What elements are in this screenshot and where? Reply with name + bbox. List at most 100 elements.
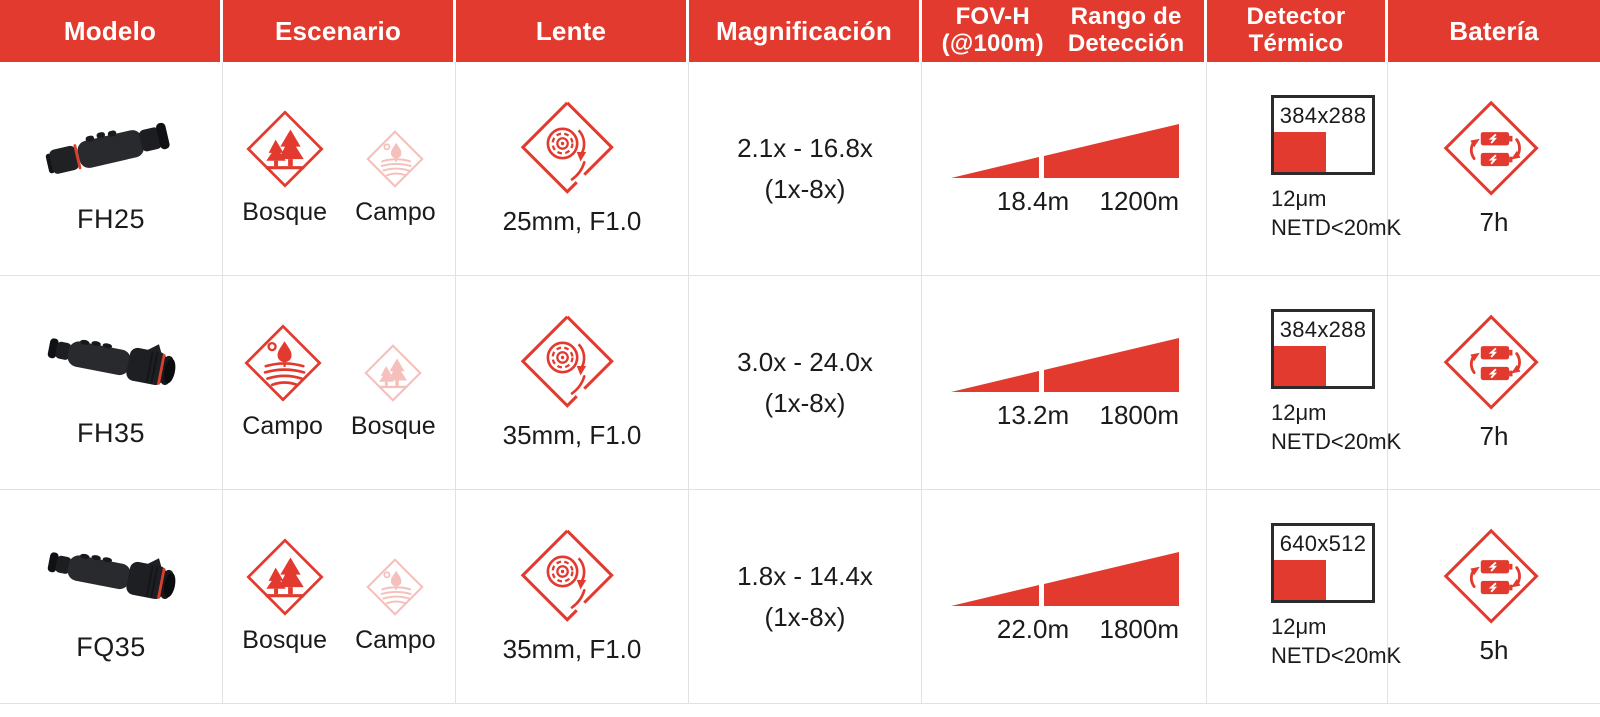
field-icon bbox=[367, 130, 424, 188]
magnification-range: 2.1x - 16.8x bbox=[737, 133, 873, 164]
field-icon bbox=[367, 558, 424, 616]
battery-cell: 5h bbox=[1388, 490, 1600, 703]
header-lente: Lente bbox=[456, 0, 689, 62]
scene-item: Bosque bbox=[351, 344, 436, 441]
table-row: FH35 Campo Bosque 35mm, F1.0 3.0x - 24.0… bbox=[0, 276, 1600, 490]
magnification-range: 1.8x - 14.4x bbox=[737, 561, 873, 592]
detection-range-value: 1200m bbox=[1099, 185, 1180, 216]
swappable-battery-icon bbox=[1444, 315, 1539, 410]
scenario-cell: Bosque Campo bbox=[223, 490, 456, 703]
field-icon bbox=[244, 324, 321, 402]
battery-cell: 7h bbox=[1388, 62, 1600, 275]
model-cell: FH35 bbox=[0, 276, 223, 489]
magnification-base: (1x-8x) bbox=[764, 387, 846, 418]
scene-label: Campo bbox=[355, 626, 436, 654]
scene-label: Bosque bbox=[242, 198, 328, 226]
table-header-row: Modelo Escenario Lente Magnificación FOV… bbox=[0, 0, 1600, 62]
detector-cell: 384x288 12μm NETD<20mK bbox=[1207, 276, 1401, 489]
model-name: FH35 bbox=[76, 418, 146, 448]
header-magnificacion: Magnificación bbox=[689, 0, 922, 62]
header-escenario: Escenario bbox=[223, 0, 456, 62]
scene-item: Bosque bbox=[242, 538, 327, 655]
thermal-monocular-image bbox=[44, 536, 181, 604]
lens-zoom-icon bbox=[521, 315, 614, 408]
fov-value: 18.4m bbox=[996, 185, 1070, 216]
fov-value: 13.2m bbox=[996, 399, 1070, 430]
header-modelo: Modelo bbox=[0, 0, 223, 62]
netd-value: NETD<20mK bbox=[1271, 215, 1402, 240]
detector-fill-square bbox=[1274, 345, 1326, 386]
detector-resolution: 384x288 bbox=[1279, 102, 1367, 128]
forest-icon bbox=[246, 110, 323, 188]
detector-cell: 640x512 12μm NETD<20mK bbox=[1207, 490, 1401, 703]
detector-box: 640x512 bbox=[1271, 522, 1375, 603]
magnification-cell: 3.0x - 24.0x (1x-8x) bbox=[689, 276, 922, 489]
header-fov: FOV-H (@100m) bbox=[941, 3, 1044, 57]
pixel-pitch: 12μm bbox=[1271, 399, 1327, 425]
detection-range-value: 1800m bbox=[1099, 613, 1180, 644]
scene-item: Campo bbox=[355, 130, 436, 227]
header-rango-deteccion: Rango de Detección bbox=[1067, 3, 1185, 57]
detector-box: 384x288 bbox=[1271, 308, 1375, 389]
fov-triangle bbox=[951, 123, 1179, 178]
magnification-cell: 2.1x - 16.8x (1x-8x) bbox=[689, 62, 922, 275]
fov-range-cell: 22.0m 1800m bbox=[922, 490, 1207, 703]
header-detector-termico: Detector Térmico bbox=[1207, 0, 1388, 62]
lens-zoom-icon bbox=[521, 529, 614, 622]
forest-icon bbox=[246, 538, 323, 616]
battery-life: 5h bbox=[1479, 635, 1509, 665]
detection-range-value: 1800m bbox=[1099, 399, 1180, 430]
detector-resolution: 640x512 bbox=[1279, 530, 1367, 556]
magnification-range: 3.0x - 24.0x bbox=[737, 347, 873, 378]
detector-resolution: 384x288 bbox=[1279, 316, 1367, 342]
battery-life: 7h bbox=[1479, 207, 1509, 237]
magnification-base: (1x-8x) bbox=[764, 601, 846, 632]
model-cell: FH25 bbox=[0, 62, 223, 275]
lens-cell: 35mm, F1.0 bbox=[456, 490, 689, 703]
lens-cell: 25mm, F1.0 bbox=[456, 62, 689, 275]
pixel-pitch: 12μm bbox=[1271, 613, 1327, 639]
lens-cell: 35mm, F1.0 bbox=[456, 276, 689, 489]
swappable-battery-icon bbox=[1444, 529, 1539, 624]
model-cell: FQ35 bbox=[0, 490, 223, 703]
table-row: FQ35 Bosque Campo 35mm, F1.0 1.8x - 14.4… bbox=[0, 490, 1600, 704]
pixel-pitch: 12μm bbox=[1271, 185, 1327, 211]
scene-item: Bosque bbox=[242, 110, 327, 227]
header-bateria: Batería bbox=[1388, 0, 1600, 62]
fov-triangle bbox=[951, 337, 1179, 392]
battery-cell: 7h bbox=[1388, 276, 1600, 489]
thermal-monocular-image bbox=[43, 117, 171, 178]
scenario-cell: Campo Bosque bbox=[223, 276, 456, 489]
lens-spec: 35mm, F1.0 bbox=[502, 420, 642, 450]
forest-icon bbox=[364, 344, 422, 402]
fov-value: 22.0m bbox=[996, 613, 1070, 644]
scene-item: Campo bbox=[242, 324, 323, 441]
magnification-base: (1x-8x) bbox=[764, 173, 846, 204]
scenario-cell: Bosque Campo bbox=[223, 62, 456, 275]
fov-triangle bbox=[951, 551, 1179, 606]
fov-range-cell: 13.2m 1800m bbox=[922, 276, 1207, 489]
detector-box: 384x288 bbox=[1271, 94, 1375, 175]
model-name: FQ35 bbox=[76, 632, 146, 662]
model-name: FH25 bbox=[76, 204, 146, 234]
battery-life: 7h bbox=[1479, 421, 1509, 451]
scene-label: Campo bbox=[355, 198, 436, 226]
lens-spec: 25mm, F1.0 bbox=[502, 206, 642, 236]
scene-label: Bosque bbox=[242, 626, 328, 654]
detector-cell: 384x288 12μm NETD<20mK bbox=[1207, 62, 1401, 275]
header-fov-rango: FOV-H (@100m) Rango de Detección bbox=[922, 0, 1207, 62]
table-row: FH25 Bosque Campo 25mm, F1.0 2.1x - 16.8… bbox=[0, 62, 1600, 276]
scene-label: Campo bbox=[242, 412, 323, 440]
magnification-cell: 1.8x - 14.4x (1x-8x) bbox=[689, 490, 922, 703]
lens-zoom-icon bbox=[521, 101, 614, 194]
scene-item: Campo bbox=[355, 558, 436, 655]
swappable-battery-icon bbox=[1444, 101, 1539, 196]
netd-value: NETD<20mK bbox=[1271, 643, 1402, 668]
netd-value: NETD<20mK bbox=[1271, 429, 1402, 454]
lens-spec: 35mm, F1.0 bbox=[502, 634, 642, 664]
fov-range-cell: 18.4m 1200m bbox=[922, 62, 1207, 275]
detector-fill-square bbox=[1274, 131, 1326, 172]
thermal-monocular-image bbox=[44, 322, 181, 390]
detector-fill-square bbox=[1274, 559, 1326, 600]
